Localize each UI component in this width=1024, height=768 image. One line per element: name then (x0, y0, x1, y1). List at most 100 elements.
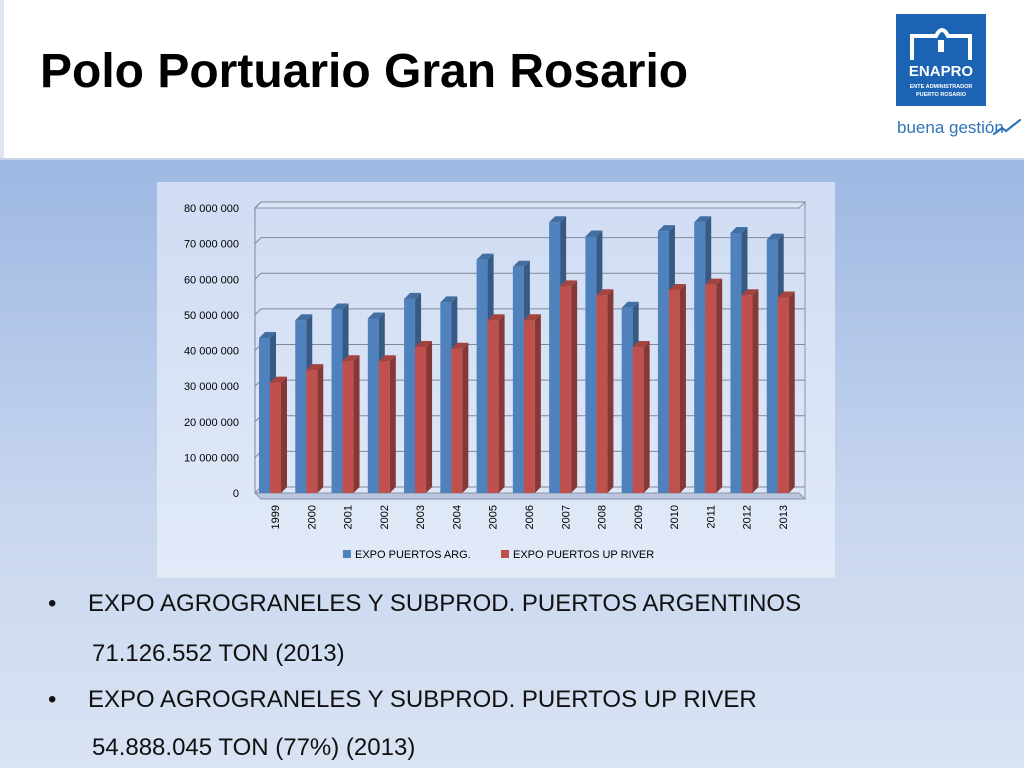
bar-front (415, 346, 427, 493)
bar-top (560, 280, 578, 287)
bar (306, 364, 324, 493)
enapro-logo: ENAPRO ENTE ADMINISTRADOR PUERTO ROSARIO (896, 14, 986, 106)
bar-front (694, 222, 706, 493)
bar-top (476, 253, 494, 260)
bar-side (534, 314, 541, 493)
gridline (254, 272, 805, 280)
bar-front (476, 259, 488, 493)
bar-front (585, 236, 597, 493)
logo-name: ENAPRO (909, 63, 974, 80)
bar-top (596, 289, 614, 296)
bar-front (560, 286, 572, 493)
bar-front (523, 320, 535, 493)
bar-front (306, 370, 318, 493)
bar-top (367, 312, 385, 319)
bar-top (295, 314, 313, 321)
bar (378, 355, 396, 493)
bar-top (415, 340, 433, 347)
bar-front (621, 307, 633, 493)
legend-swatch (343, 550, 351, 558)
y-axis-ticks: 0 10 000 000 20 000 000 30 000 000 40 000 00… (184, 203, 239, 500)
bar-side (317, 364, 324, 493)
x-tick-label: 2007 (560, 505, 572, 529)
bar-top (487, 314, 505, 321)
legend-label: EXPO PUERTOS UP RIVER (513, 549, 654, 561)
bullet-marker: • (48, 590, 57, 617)
bar-side (643, 340, 650, 493)
bar-top (440, 296, 458, 303)
bar-side (752, 289, 759, 493)
bar-side (788, 291, 795, 493)
bar-front (632, 346, 644, 493)
bar-top (306, 364, 324, 371)
bar (451, 342, 469, 493)
bar-top (523, 314, 541, 321)
bar-front (259, 338, 270, 493)
x-tick-label: 2003 (415, 505, 427, 529)
bar-front (331, 309, 343, 493)
bar-top (741, 289, 759, 296)
checkmark-icon (992, 118, 1022, 136)
x-tick-label: 2000 (306, 505, 318, 529)
x-tick-label: 2010 (669, 505, 681, 529)
bar-side (716, 278, 723, 493)
bar-side (679, 283, 686, 493)
x-tick-label: 2005 (488, 505, 500, 529)
bar-top (585, 230, 603, 237)
bar-front (440, 302, 452, 493)
logo-line1: ENTE ADMINISTRADOR (910, 84, 973, 90)
bullet-detail: 71.126.552 TON (2013) (92, 640, 345, 667)
logo-line2: PUERTO ROSARIO (916, 92, 967, 98)
bar-front (404, 298, 416, 493)
bar-top (378, 355, 396, 362)
bar-top (694, 216, 712, 223)
y-tick-label: 50 000 000 (184, 310, 239, 322)
bar-top (549, 216, 567, 223)
gridline (254, 237, 805, 244)
bar (632, 340, 650, 493)
header-edge (0, 0, 4, 158)
bar-top (259, 332, 276, 339)
bar-front (657, 231, 669, 493)
logo-tower (938, 40, 944, 52)
bar-top (705, 278, 723, 285)
bar-side (281, 376, 287, 493)
legend-label: EXPO PUERTOS ARG. (355, 549, 471, 561)
y-tick-label: 40 000 000 (184, 346, 239, 358)
x-tick-label: 1999 (270, 505, 282, 529)
bar-top (657, 225, 675, 232)
bullet-text: EXPO AGROGRANELES Y SUBPROD. PUERTOS UP … (88, 686, 757, 713)
bar-top (512, 260, 530, 267)
bar (270, 376, 287, 493)
bar-top (730, 226, 748, 233)
x-axis-ticks: 1999 2000 2001 2002 2003 2004 2005 2006 2007 2008… (270, 505, 790, 529)
x-tick-label: 2004 (451, 505, 463, 529)
bar-top (766, 233, 784, 240)
bar-front (741, 295, 753, 493)
export-chart: 0 10 000 000 20 000 000 30 000 000 40 000 00… (157, 182, 835, 578)
x-tick-label: 2006 (524, 505, 536, 529)
bar (415, 340, 433, 493)
bar (523, 314, 541, 493)
y-tick-label: 20 000 000 (184, 417, 239, 429)
bar-top (621, 301, 639, 308)
x-tick-label: 2002 (379, 505, 391, 529)
bar-top (668, 283, 686, 290)
y-tick-label: 60 000 000 (184, 274, 239, 286)
bar-front (730, 232, 742, 493)
bar (777, 291, 795, 493)
y-tick-label: 80 000 000 (184, 203, 239, 215)
bar-top (632, 340, 650, 347)
bar-side (389, 355, 396, 493)
legend-swatch (501, 550, 509, 558)
bar-front (378, 361, 390, 493)
y-tick-label: 30 000 000 (184, 381, 239, 393)
gridline (254, 201, 805, 209)
bar-side (571, 280, 578, 493)
bar-front (270, 382, 281, 493)
y-tick-label: 0 (233, 488, 239, 500)
logo-tagline: buena gestión (897, 118, 1004, 137)
bullet-text: EXPO AGROGRANELES Y SUBPROD. PUERTOS ARG… (88, 590, 802, 617)
bar (668, 283, 686, 493)
bar-side (426, 340, 433, 493)
